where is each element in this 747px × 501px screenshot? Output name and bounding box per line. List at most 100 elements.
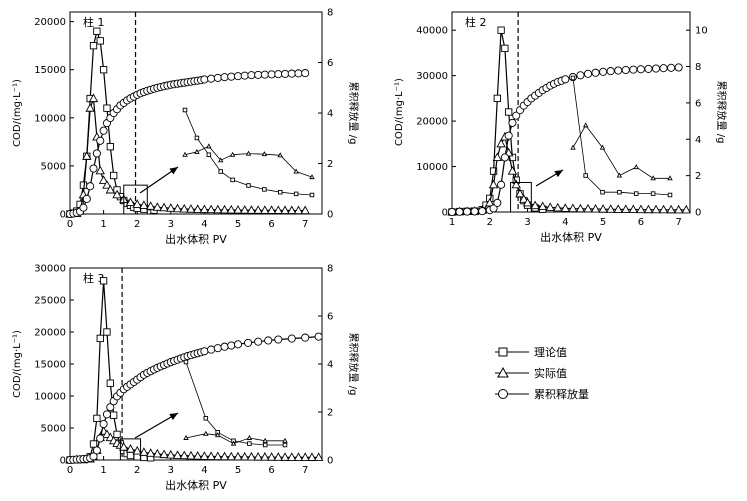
data-point-circle [455,207,464,216]
data-point-triangle [266,205,277,214]
inset-point-theoretical [182,107,188,113]
y2-tick-label: 4 [695,135,701,146]
data-point-circle [89,452,98,461]
inset-point-theoretical [634,191,639,196]
inset-point-theoretical [203,416,209,421]
inset-point-theoretical [230,177,235,183]
inset-point-measured [203,430,209,436]
data-point-triangle [511,179,521,189]
x-tick-label: 7 [302,219,308,230]
data-point-circle [89,164,98,173]
panel-label: 柱 3 [83,271,105,285]
x-tick-label: 4 [562,217,568,228]
data-point-circle [583,69,593,78]
x-tick-label: 0 [67,219,73,230]
data-point-triangle [260,205,270,214]
circle-marker-icon [495,388,529,399]
triangle-marker-icon [495,366,529,377]
data-point-triangle [206,204,216,214]
data-point-triangle [226,204,237,214]
inset-point-measured [633,164,640,170]
data-point-triangle [673,204,684,214]
data-point-circle [651,64,661,73]
inset-point-theoretical [293,191,299,197]
data-point-circle [96,434,105,443]
y2-axis-title: 累积释放量 /g [347,333,360,396]
data-point-square [103,104,111,112]
data-point-circle [500,153,509,162]
y-tick-label: 30000 [34,264,66,275]
data-point-triangle [88,93,99,103]
data-point-triangle [583,203,593,213]
data-point-circle [287,334,296,343]
inset-point-theoretical [183,359,189,365]
inset-point-measured [230,440,237,446]
data-point-square [133,453,141,461]
data-point-circle [274,70,283,79]
data-point-circle [561,75,570,84]
y-tick-label: 0 [60,210,66,221]
data-point-circle [240,71,249,80]
y2-tick-label: 2 [327,159,333,170]
data-point-circle [92,149,101,158]
inset-point-theoretical [282,442,288,448]
data-point-triangle [287,205,297,215]
data-point-circle [92,446,101,455]
data-point-circle [644,64,653,73]
data-point-triangle [681,204,691,214]
data-point-triangle [280,452,290,461]
data-point-circle [629,65,638,74]
data-point-triangle [560,203,571,212]
x-tick-label: 3 [524,217,530,228]
data-point-triangle [666,204,676,214]
inset-line-measured [572,124,670,179]
data-point-circle [233,340,243,349]
data-point-triangle [545,202,555,211]
panel-label: 柱 1 [83,15,105,29]
data-point-circle [512,111,521,120]
inset-point-measured [277,152,283,158]
data-point-triangle [159,202,169,212]
data-point-triangle [313,452,324,461]
data-point-square [113,430,121,439]
square-marker-icon [495,347,529,356]
data-point-triangle [105,184,116,194]
y2-tick-label: 6 [695,98,701,109]
data-point-square [106,143,114,151]
data-point-square [89,440,98,448]
data-point-square [99,66,108,74]
data-point-circle [463,207,472,216]
legend-item-theoretical: 理论值 [495,341,635,362]
zoom-box [119,438,142,461]
data-point-circle [96,136,105,145]
inset-point-measured [599,144,606,150]
data-point-triangle [651,204,661,214]
data-point-triangle [233,451,243,461]
data-point-triangle [166,203,176,212]
data-point-triangle [621,204,631,213]
data-point-triangle [199,451,210,460]
data-point-triangle [239,451,250,461]
x-tick-label: 4 [201,465,207,476]
data-point-triangle [199,204,210,214]
inset-point-measured [206,143,212,149]
data-point-square [489,167,498,175]
data-point-square [93,414,101,423]
data-point-triangle [102,180,112,189]
data-point-square [110,411,118,419]
data-point-triangle [246,451,257,461]
inset-point-measured [183,434,189,440]
x-tick-label: 6 [268,219,274,230]
data-point-circle [621,65,630,75]
inset-point-theoretical [309,192,315,198]
legend-label-cumulative: 累积释放量 [534,387,589,401]
inset-point-theoretical [262,442,268,448]
data-point-triangle [287,452,297,461]
data-point-triangle [186,204,196,213]
legend-item-measured: 实际值 [495,362,635,383]
data-point-triangle [132,445,142,455]
data-point-circle [264,336,273,345]
data-point-circle [82,194,91,203]
data-point-triangle [98,175,109,184]
legend-item-cumulative: 累积释放量 [495,383,635,404]
